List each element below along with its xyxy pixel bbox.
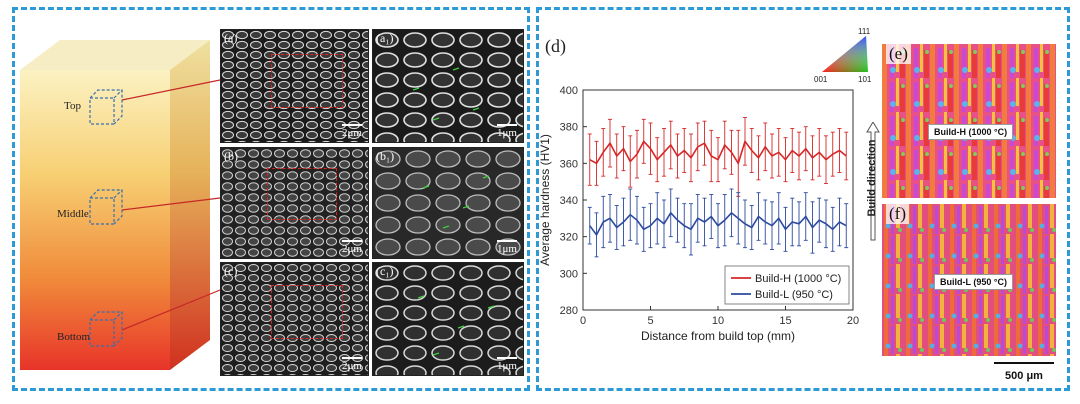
scale-bar: 2μm [342,357,362,372]
micrograph-label: (b) [224,149,238,163]
series-line [589,211,847,237]
micrograph-label: (b₁) [376,149,395,163]
micrograph-c1: (c₁) 1μm [372,262,524,376]
roi-box [267,168,337,220]
roi-box [271,54,343,108]
micrograph-a1: (a₁) 1μm [372,29,524,143]
panel-label-d: (d) [545,36,566,56]
micrograph-label: (c) [224,264,238,278]
ipf-111-label: 111 [858,27,871,36]
build-direction-arrow [866,122,880,241]
micrograph-label: (a) [224,31,238,45]
label-middle: Middle [57,208,89,220]
hardness-chart: 280 300 320 340 360 380 400 0 5 10 15 20 Distance fr… [538,85,859,343]
ebsd-map-e: (e) Build-H (1000 °C) [882,44,1056,198]
scale-bar: 1μm [497,124,517,139]
micrograph-label: (c₁) [376,264,394,278]
panel-label-e: (e) [886,44,911,64]
y-tick-label: 340 [560,195,578,207]
ebsd-tag-e: Build-H (1000 °C) [928,124,1014,140]
y-tick-label: 360 [560,158,578,170]
ebsd-map-f: (f) Build-L (950 °C) [882,204,1056,356]
label-top: Top [64,100,81,112]
panel-label-f: (f) [886,204,909,224]
micrograph-a: (a) 2μm [220,29,369,143]
ebsd-scale-label: 500 μm [1005,370,1043,382]
ipf-001-label: 001 [814,75,828,84]
micrograph-b1: (b₁) 1μm [372,147,524,259]
ebsd-tag-f: Build-L (950 °C) [934,274,1013,290]
right-panel-frame [536,7,1070,391]
series-line [589,139,847,166]
micrograph-b: (b) 2μm [220,147,369,259]
x-tick-label: 5 [647,315,653,327]
y-tick-label: 300 [560,268,578,280]
connector-lines [121,79,221,331]
y-tick-label: 280 [560,305,578,317]
micrograph-c: (c) 2μm [220,262,369,376]
x-tick-label: 15 [779,315,791,327]
scale-bar: 1μm [497,357,517,372]
ipf-color-key: 111 001 101 [814,27,872,84]
left-panel-frame [12,7,530,391]
y-axis-label: Average hardness (HV1) [538,134,552,266]
legend-label: Build-L (950 °C) [755,289,833,301]
y-tick-label: 400 [560,85,578,97]
legend-box [724,265,850,305]
micrograph-label: (a₁) [376,31,394,45]
x-tick-label: 20 [847,315,859,327]
x-tick-label: 10 [712,315,724,327]
scale-bar: 1μm [497,240,517,255]
ebsd-scale-bar: 500 μm [994,362,1054,384]
y-tick-label: 380 [560,122,578,134]
x-tick-label: 0 [580,315,586,327]
build-direction-label: Build direction [866,139,878,217]
y-tick-label: 320 [560,232,578,244]
scale-bar: 2μm [342,124,362,139]
roi-box [271,285,343,339]
scale-bar: 2μm [342,240,362,255]
label-bottom: Bottom [57,331,91,343]
x-axis-label: Distance from build top (mm) [641,329,795,343]
legend-label: Build-H (1000 °C) [755,273,841,285]
ipf-101-label: 101 [858,75,872,84]
